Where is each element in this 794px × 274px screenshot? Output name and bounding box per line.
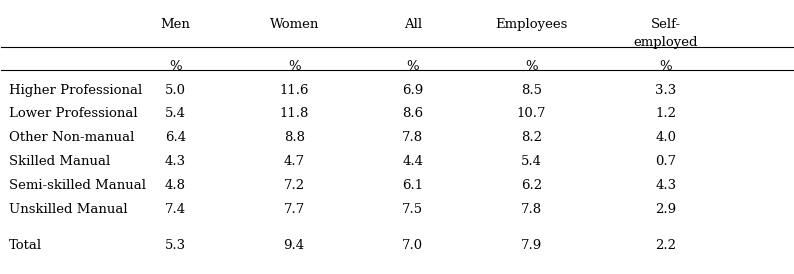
- Text: 5.0: 5.0: [165, 84, 186, 96]
- Text: Total: Total: [10, 239, 42, 252]
- Text: 7.8: 7.8: [521, 203, 542, 216]
- Text: 7.7: 7.7: [283, 203, 305, 216]
- Text: 2.2: 2.2: [656, 239, 676, 252]
- Text: Lower Professional: Lower Professional: [10, 107, 138, 120]
- Text: Unskilled Manual: Unskilled Manual: [10, 203, 128, 216]
- Text: 8.8: 8.8: [283, 131, 305, 144]
- Text: %: %: [525, 60, 538, 73]
- Text: Men: Men: [160, 18, 191, 31]
- Text: All: All: [404, 18, 422, 31]
- Text: employed: employed: [634, 36, 698, 48]
- Text: 5.3: 5.3: [165, 239, 186, 252]
- Text: %: %: [660, 60, 673, 73]
- Text: Employees: Employees: [495, 18, 568, 31]
- Text: 2.9: 2.9: [656, 203, 676, 216]
- Text: %: %: [288, 60, 300, 73]
- Text: 7.4: 7.4: [165, 203, 186, 216]
- Text: 6.1: 6.1: [403, 179, 423, 192]
- Text: 7.9: 7.9: [521, 239, 542, 252]
- Text: 4.8: 4.8: [165, 179, 186, 192]
- Text: %: %: [169, 60, 182, 73]
- Text: Skilled Manual: Skilled Manual: [10, 155, 110, 168]
- Text: Higher Professional: Higher Professional: [10, 84, 143, 96]
- Text: 4.4: 4.4: [403, 155, 423, 168]
- Text: Other Non-manual: Other Non-manual: [10, 131, 135, 144]
- Text: 8.2: 8.2: [521, 131, 542, 144]
- Text: 5.4: 5.4: [165, 107, 186, 120]
- Text: 7.0: 7.0: [403, 239, 423, 252]
- Text: Self-: Self-: [651, 18, 681, 31]
- Text: Semi-skilled Manual: Semi-skilled Manual: [10, 179, 146, 192]
- Text: 8.5: 8.5: [521, 84, 542, 96]
- Text: 4.7: 4.7: [283, 155, 305, 168]
- Text: 6.9: 6.9: [403, 84, 423, 96]
- Text: 7.8: 7.8: [403, 131, 423, 144]
- Text: 6.4: 6.4: [165, 131, 186, 144]
- Text: 4.3: 4.3: [165, 155, 186, 168]
- Text: 11.8: 11.8: [279, 107, 309, 120]
- Text: Women: Women: [269, 18, 319, 31]
- Text: 1.2: 1.2: [656, 107, 676, 120]
- Text: 6.2: 6.2: [521, 179, 542, 192]
- Text: 4.0: 4.0: [656, 131, 676, 144]
- Text: 7.5: 7.5: [403, 203, 423, 216]
- Text: 3.3: 3.3: [655, 84, 676, 96]
- Text: 11.6: 11.6: [279, 84, 309, 96]
- Text: %: %: [407, 60, 419, 73]
- Text: 9.4: 9.4: [283, 239, 305, 252]
- Text: 8.6: 8.6: [403, 107, 423, 120]
- Text: 4.3: 4.3: [656, 179, 676, 192]
- Text: 7.2: 7.2: [283, 179, 305, 192]
- Text: 5.4: 5.4: [521, 155, 542, 168]
- Text: 10.7: 10.7: [517, 107, 546, 120]
- Text: 0.7: 0.7: [656, 155, 676, 168]
